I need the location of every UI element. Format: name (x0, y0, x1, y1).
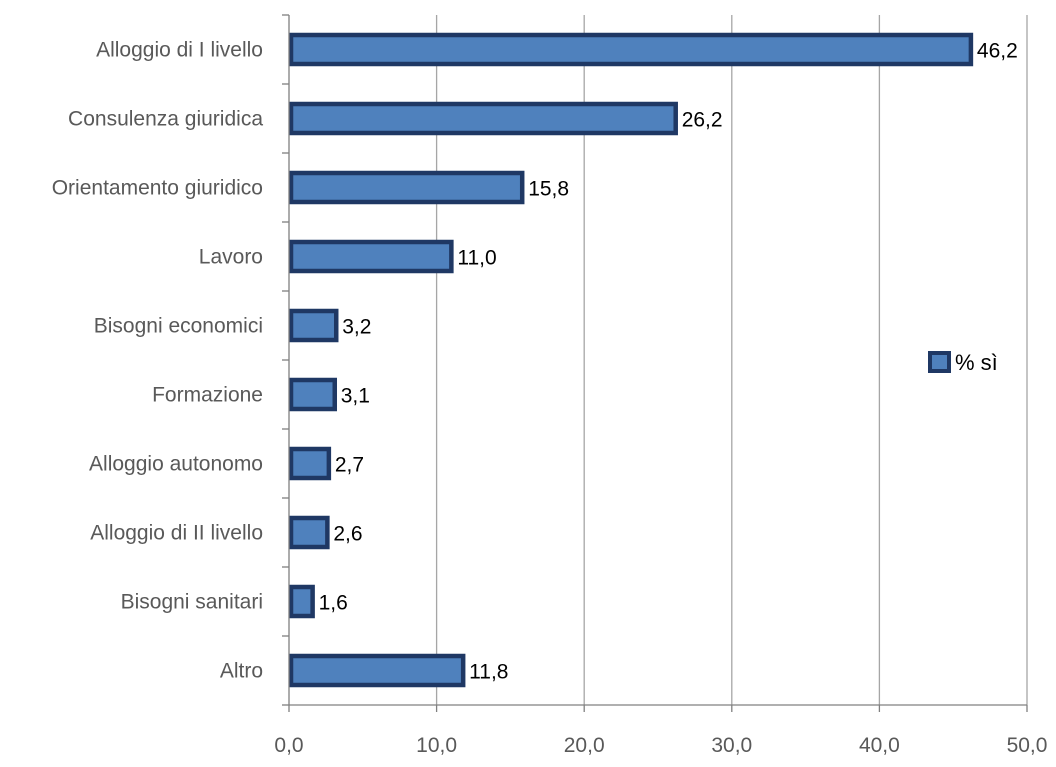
data-label: 3,2 (342, 316, 371, 339)
x-tick-label: 30,0 (711, 734, 752, 757)
bar (288, 32, 974, 67)
category-label: Formazione (152, 384, 263, 407)
data-label: 3,1 (341, 385, 370, 408)
category-label: Consulenza giuridica (68, 108, 263, 131)
x-tick-label: 20,0 (564, 734, 605, 757)
data-label: 26,2 (682, 109, 723, 132)
bar (288, 101, 678, 136)
category-label: Alloggio autonomo (89, 453, 263, 476)
category-label: Bisogni economici (94, 315, 263, 338)
data-label: 15,8 (528, 178, 569, 201)
data-label: 2,7 (335, 454, 364, 477)
bar (288, 584, 315, 619)
category-label: Orientamento giuridico (52, 177, 263, 200)
legend-label: % sì (955, 350, 998, 375)
data-label: 11,8 (469, 661, 508, 684)
bar (288, 515, 330, 550)
data-label: 2,6 (333, 523, 362, 546)
legend-swatch (928, 351, 951, 373)
data-label: 1,6 (319, 592, 348, 615)
x-tick-label: 50,0 (1007, 734, 1048, 757)
bar (288, 239, 454, 274)
category-label: Bisogni sanitari (121, 591, 263, 614)
bar (288, 653, 466, 688)
bar (288, 446, 332, 481)
category-label: Altro (220, 660, 263, 683)
axes (282, 14, 1028, 712)
x-tick-label: 10,0 (416, 734, 457, 757)
legend: % sì (928, 350, 998, 375)
bar (288, 308, 339, 343)
bar (288, 170, 525, 205)
data-label: 11,0 (457, 247, 496, 270)
labels: 0,0 10,0 20,0 30,0 40,0 50,0 Alloggio di I liv… (52, 39, 1048, 758)
category-label: Alloggio di II livello (90, 522, 263, 545)
category-label: Lavoro (199, 246, 263, 269)
x-tick-label: 0,0 (274, 734, 303, 757)
bar (288, 377, 338, 412)
data-label: 46,2 (977, 40, 1018, 63)
x-tick-label: 40,0 (859, 734, 900, 757)
bars (288, 32, 974, 688)
category-label: Alloggio di I livello (96, 39, 263, 62)
